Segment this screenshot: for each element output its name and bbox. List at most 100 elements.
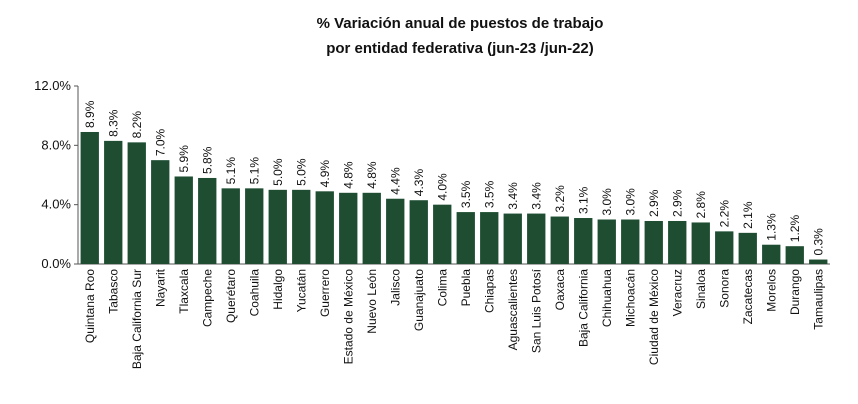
category-label: Morelos — [764, 269, 778, 312]
category-label: Nayarit — [153, 268, 167, 307]
category-labels-group: Quintana Roo Tabasco Baja California Sur Na… — [83, 268, 826, 369]
bar — [621, 219, 640, 264]
category-label: Chiapas — [482, 269, 496, 313]
category-label: Guerrero — [318, 269, 332, 317]
category-label: Baja California — [576, 269, 590, 347]
category-label: Estado de México — [341, 269, 355, 365]
bar — [174, 176, 193, 264]
y-tick-label: 12.0% — [34, 78, 71, 93]
bar — [691, 222, 710, 264]
bar — [151, 160, 170, 264]
bar — [715, 231, 734, 264]
value-labels-group: 8.9% 8.3% 8.2% 7.0% 5.9% 5.8% 5.1% 5.1% 5.0% 5.0%… — [83, 100, 826, 255]
bar — [597, 219, 616, 264]
bar-value-label: 2.8% — [694, 191, 708, 219]
bar-value-label: 5.8% — [200, 146, 214, 174]
bar-value-label: 4.8% — [365, 161, 379, 189]
chart-subtitle: por entidad federativa (jun-23 /jun-22) — [326, 40, 594, 57]
bar — [409, 200, 428, 264]
category-label: Ciudad de México — [647, 269, 661, 365]
category-label: Yucatán — [294, 269, 308, 312]
bar-value-label: 0.3% — [811, 228, 825, 256]
bar — [785, 246, 804, 264]
category-label: Chihuahua — [600, 269, 614, 327]
bar — [221, 188, 240, 264]
bar-value-label: 5.1% — [224, 157, 238, 185]
bar — [268, 189, 287, 264]
category-label: Veracruz — [670, 269, 684, 316]
bar — [127, 142, 146, 264]
bar — [198, 177, 217, 264]
bar-value-label: 1.2% — [788, 215, 802, 243]
bar-value-label: 3.5% — [459, 180, 473, 208]
y-tick-label: 8.0% — [41, 137, 71, 152]
category-label: Oaxaca — [553, 269, 567, 311]
bar — [574, 218, 593, 264]
category-label: Tamaulipas — [811, 269, 825, 330]
category-label: Zacatecas — [741, 269, 755, 324]
category-label: Campeche — [200, 269, 214, 327]
bar-value-label: 4.9% — [318, 160, 332, 188]
bar — [456, 212, 475, 264]
bar-value-label: 4.3% — [412, 169, 426, 197]
category-label: Colima — [435, 269, 449, 307]
bar — [104, 140, 123, 264]
category-label: Baja California Sur — [130, 269, 144, 369]
category-label: Guanajuato — [412, 269, 426, 331]
bar-value-label: 8.3% — [106, 109, 120, 137]
category-label: Tlaxcala — [177, 269, 191, 314]
bar-value-label: 1.3% — [764, 213, 778, 241]
category-label: Michoacán — [623, 269, 637, 327]
bar — [433, 204, 452, 264]
chart-title: % Variación anual de puestos de trabajo — [317, 15, 604, 32]
bar — [386, 198, 405, 264]
category-label: Tabasco — [106, 269, 120, 314]
bar — [315, 191, 334, 264]
bar-value-label: 7.0% — [153, 128, 167, 156]
bar-value-label: 5.0% — [271, 158, 285, 186]
bar-value-label: 3.1% — [576, 186, 590, 214]
bar-value-label: 4.8% — [341, 161, 355, 189]
category-label: Quintana Roo — [83, 269, 97, 343]
category-label: Aguascalientes — [506, 269, 520, 350]
bar-value-label: 3.0% — [600, 188, 614, 216]
bar-value-label: 2.9% — [670, 189, 684, 217]
bar-value-label: 3.5% — [482, 180, 496, 208]
bar-value-label: 4.4% — [388, 167, 402, 195]
bar-value-label: 2.9% — [647, 189, 661, 217]
bar — [527, 213, 546, 264]
bar — [738, 232, 757, 264]
bar-value-label: 2.2% — [717, 200, 731, 228]
bar-value-label: 4.0% — [435, 173, 449, 201]
bar — [503, 213, 522, 264]
bar — [245, 188, 264, 264]
bar — [292, 189, 311, 264]
bar-value-label: 5.9% — [177, 145, 191, 173]
category-label: Sinaloa — [694, 269, 708, 309]
bars-group — [80, 131, 828, 264]
category-label: Querétaro — [224, 269, 238, 323]
bar-value-label: 3.4% — [529, 182, 543, 210]
bar — [809, 259, 828, 264]
bar — [80, 131, 99, 264]
category-label: Puebla — [459, 269, 473, 307]
bar — [668, 220, 687, 264]
category-label: Jalisco — [388, 269, 402, 306]
bar-value-label: 2.1% — [741, 201, 755, 229]
category-label: San Luis Potosí — [529, 268, 543, 353]
y-tick-label: 0.0% — [41, 256, 71, 271]
bar-value-label: 5.1% — [247, 157, 261, 185]
category-label: Coahuila — [247, 269, 261, 317]
bar — [762, 244, 781, 264]
category-label: Nuevo León — [365, 269, 379, 334]
bar-value-label: 5.0% — [294, 158, 308, 186]
bar-value-label: 3.0% — [623, 188, 637, 216]
bar — [339, 192, 358, 264]
bar — [550, 216, 569, 264]
bar — [644, 220, 663, 264]
category-label: Durango — [788, 269, 802, 315]
bar — [362, 192, 381, 264]
bar — [480, 212, 499, 264]
bar-value-label: 8.2% — [130, 111, 144, 139]
